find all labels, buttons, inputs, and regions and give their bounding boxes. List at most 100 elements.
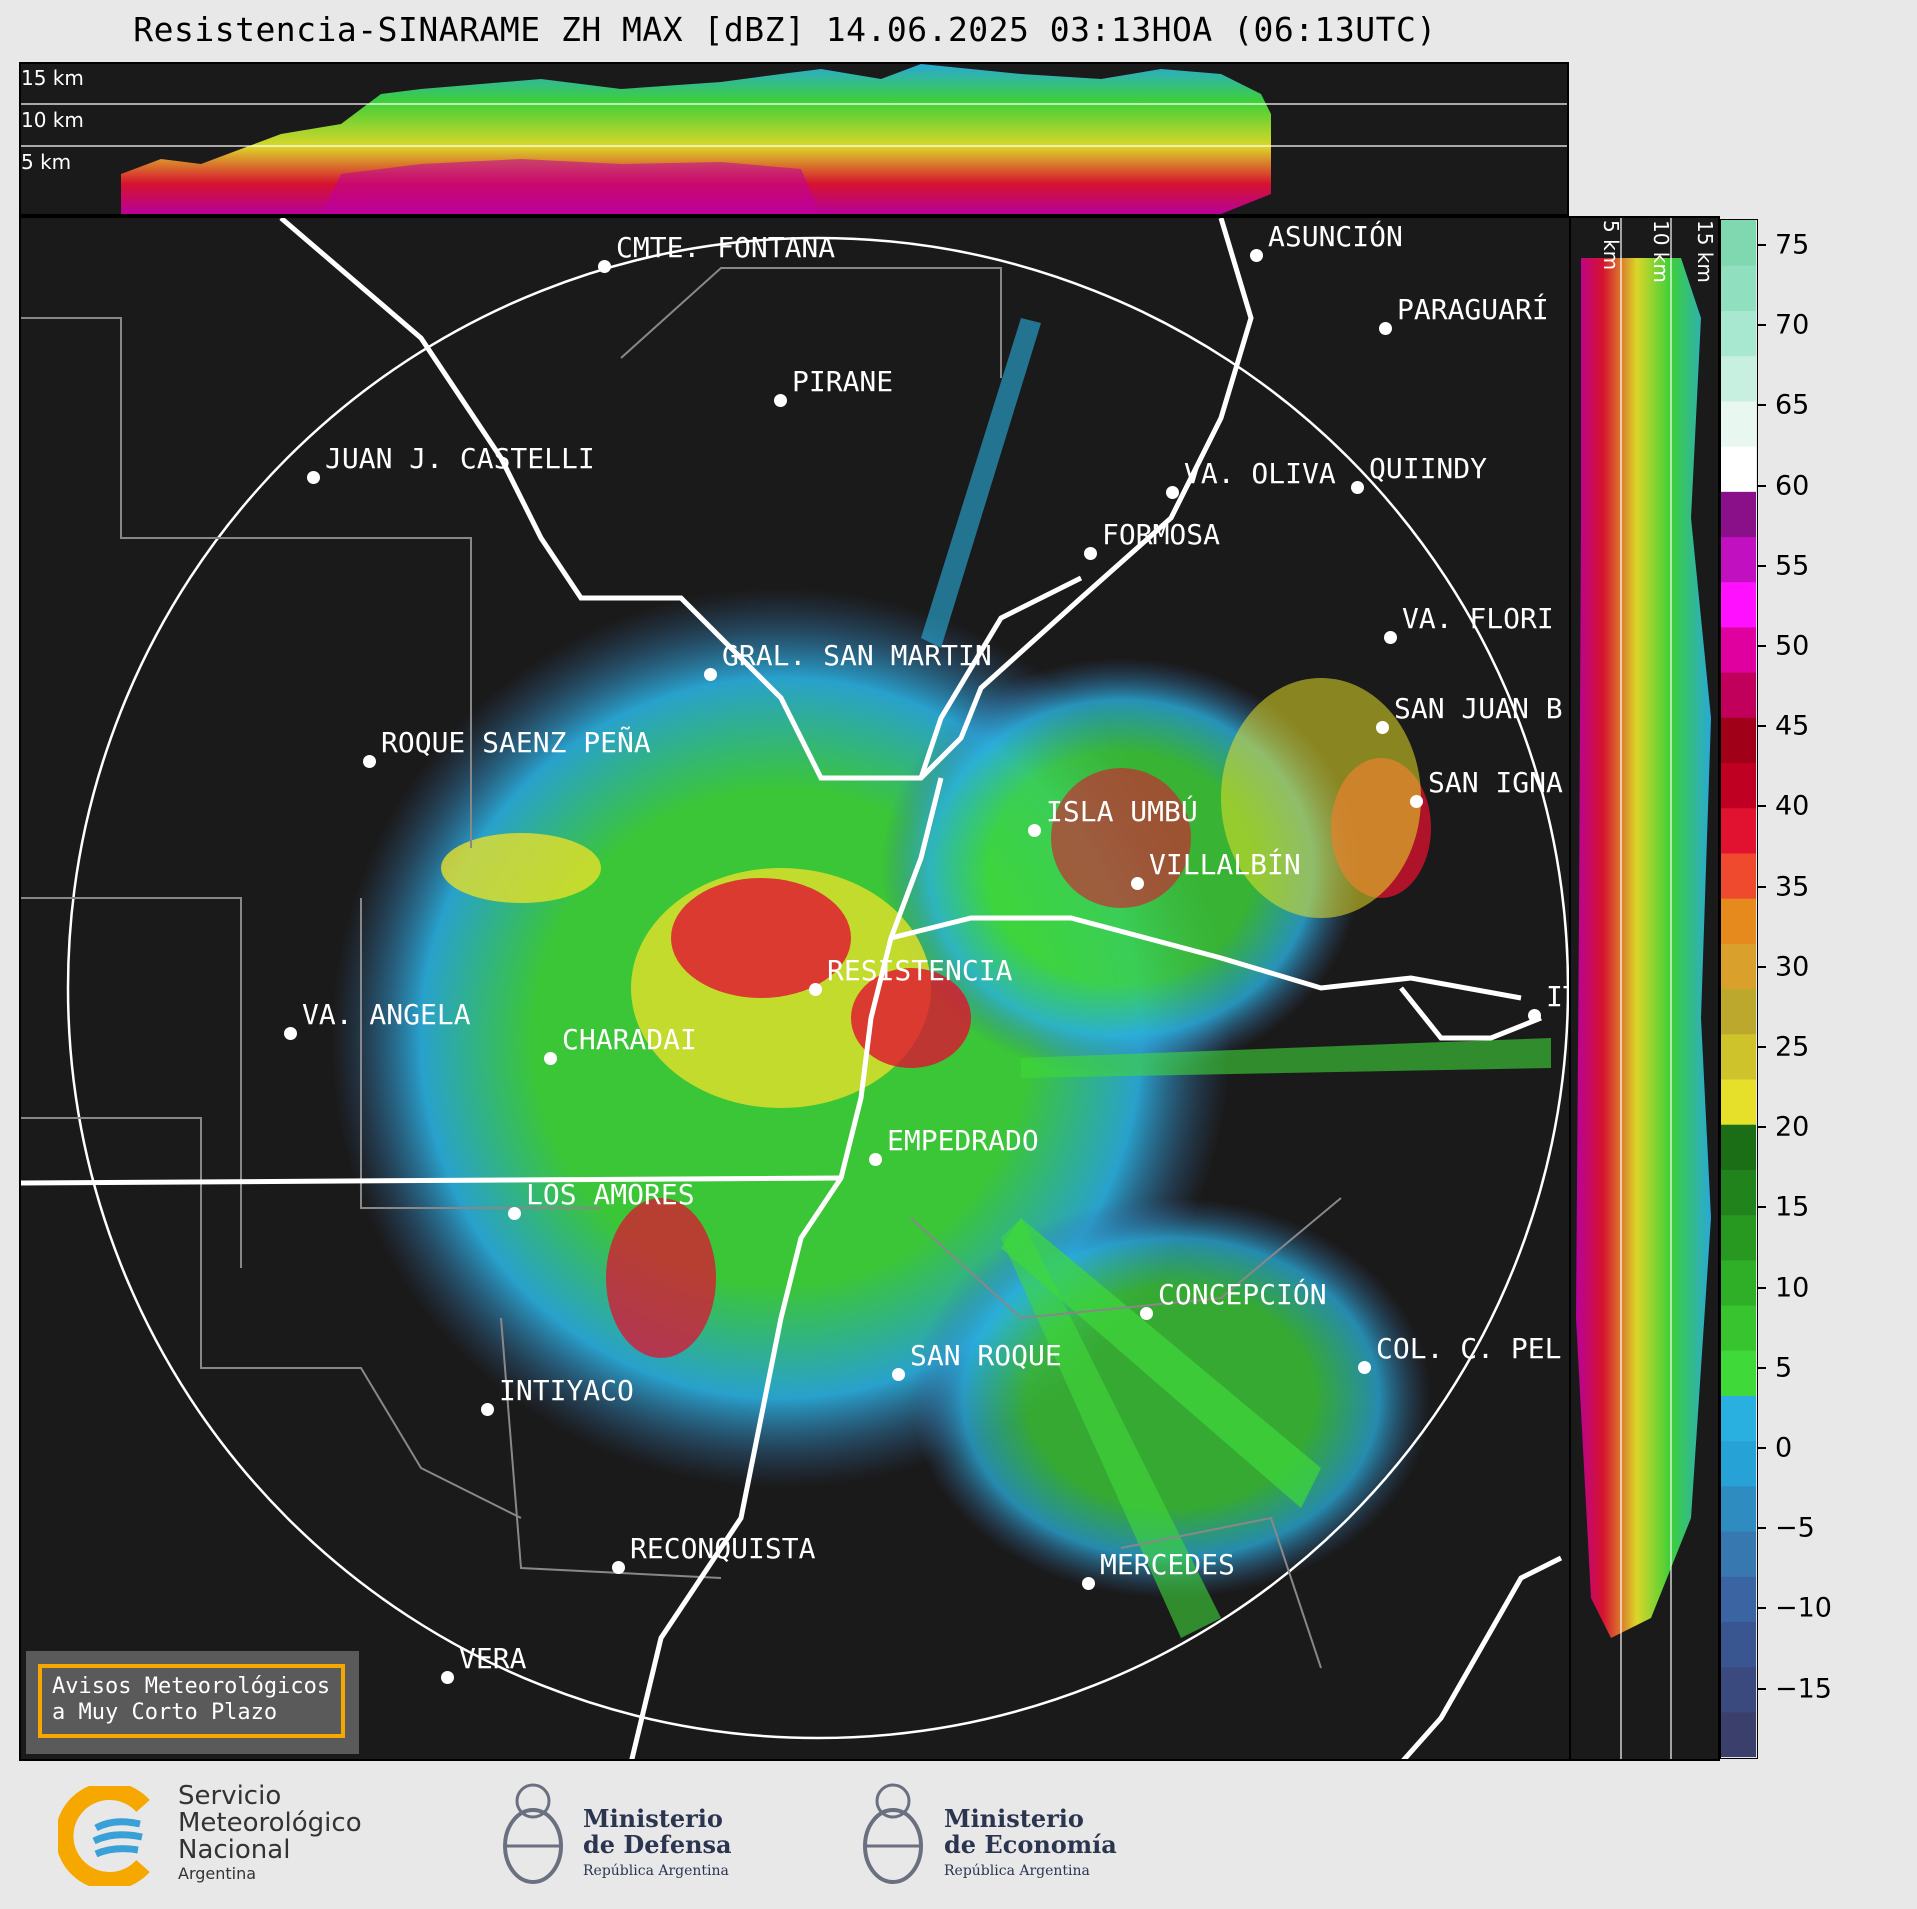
city-label: PARAGUARÍ: [1397, 293, 1549, 326]
colorbar-swatch: [1721, 762, 1756, 809]
city-dot: [774, 394, 787, 407]
top-km-label-15: 15 km: [21, 66, 84, 90]
smn-line-4: Argentina: [178, 1864, 257, 1883]
smn-emblem-icon: [55, 1782, 150, 1890]
city-dot: [481, 1403, 494, 1416]
colorbar-swatches: [1721, 220, 1756, 1758]
city-label: CHARADAI: [562, 1023, 697, 1056]
city-label: RESISTENCIA: [827, 954, 1013, 987]
colorbar-tick-label: 75: [1775, 229, 1810, 261]
city-dot: [1358, 1361, 1371, 1374]
city-dot: [1250, 249, 1263, 262]
colorbar-tick-label: 45: [1775, 710, 1810, 742]
colorbar-swatch: [1721, 220, 1756, 266]
colorbar-swatch: [1721, 265, 1756, 312]
colorbar-tick-label: 20: [1775, 1111, 1810, 1143]
city-label: EMPEDRADO: [887, 1124, 1039, 1157]
city-label: SAN IGNA: [1428, 766, 1563, 799]
colorbar-swatch: [1721, 1259, 1756, 1306]
notice-box[interactable]: Avisos Meteorológicos a Muy Corto Plazo: [26, 1651, 359, 1754]
notice-border: Avisos Meteorológicos a Muy Corto Plazo: [38, 1664, 345, 1738]
colorbar-tick-label: 10: [1775, 1272, 1810, 1304]
right-cross-section-echoes: [1576, 218, 1711, 1759]
colorbar-tick-mark: [1758, 885, 1766, 888]
colorbar-swatch: [1721, 1350, 1756, 1396]
colorbar-swatch: [1721, 1033, 1756, 1080]
city-dot: [892, 1368, 905, 1381]
radar-map-canvas: [21, 218, 1569, 1759]
colorbar-tick-mark: [1758, 1527, 1766, 1530]
city-dot: [1166, 486, 1179, 499]
city-label: ROQUE SAENZ PEÑA: [381, 726, 651, 759]
radar-echoes: [331, 318, 1551, 1638]
colorbar-swatch: [1721, 1214, 1756, 1261]
colorbar-tick-mark: [1758, 324, 1766, 327]
colorbar-swatch: [1721, 943, 1756, 990]
colorbar-swatch: [1721, 1621, 1756, 1668]
top-km-label-5: 5 km: [21, 150, 72, 174]
colorbar-swatch: [1721, 1576, 1756, 1622]
colorbar-tick-label: 70: [1775, 309, 1810, 341]
defensa-line-1: Ministerio: [583, 1804, 723, 1833]
colorbar-swatch: [1721, 1078, 1756, 1125]
colorbar-swatch: [1721, 310, 1756, 357]
chart-title: Resistencia-SINARAME ZH MAX [dBZ] 14.06.…: [133, 10, 1437, 49]
city-label: QUIINDY: [1369, 452, 1488, 485]
city-dot: [363, 755, 376, 768]
colorbar-swatch: [1721, 672, 1756, 718]
dbz-colorbar: [1720, 219, 1758, 1759]
defensa-logo: [493, 1776, 573, 1896]
colorbar-tick-label: 60: [1775, 470, 1810, 502]
city-label: INTIYACO: [499, 1374, 634, 1407]
colorbar-swatch: [1721, 491, 1756, 538]
defensa-line-2: de Defensa: [583, 1830, 732, 1859]
city-dot: [869, 1153, 882, 1166]
city-label: FORMOSA: [1102, 518, 1221, 551]
top-cross-section-panel: 15 km 10 km 5 km: [19, 62, 1569, 216]
colorbar-swatch: [1721, 988, 1756, 1035]
colorbar-tick-mark: [1758, 484, 1766, 487]
colorbar-tick-label: 5: [1775, 1352, 1793, 1384]
colorbar-swatch: [1721, 1666, 1756, 1713]
colorbar-tick-label: −15: [1775, 1673, 1832, 1705]
city-label: LOS AMORES: [526, 1178, 695, 1211]
city-dot: [508, 1207, 521, 1220]
city-dot: [307, 471, 320, 484]
footer: Servicio Meteorológico Nacional Argentin…: [0, 1761, 1917, 1909]
colorbar-tick-mark: [1758, 805, 1766, 808]
colorbar-tick-label: 55: [1775, 550, 1810, 582]
colorbar-swatch: [1721, 400, 1756, 447]
city-dot: [1351, 481, 1364, 494]
colorbar-tick-mark: [1758, 1126, 1766, 1129]
colorbar-tick-label: 65: [1775, 389, 1810, 421]
city-dot: [1384, 631, 1397, 644]
city-label: SAN ROQUE: [910, 1339, 1062, 1372]
city-dot: [544, 1052, 557, 1065]
city-label: PIRANE: [792, 365, 894, 398]
colorbar-swatch: [1721, 717, 1756, 764]
smn-logo: [55, 1782, 158, 1890]
economia-name: Ministerio de Economía: [944, 1806, 1117, 1858]
colorbar-tick-label: 30: [1775, 951, 1810, 983]
city-dot: [704, 668, 717, 681]
smn-line-2: Meteorológico: [178, 1808, 362, 1838]
colorbar-tick-mark: [1758, 1447, 1766, 1449]
rivers: [21, 218, 1563, 1759]
city-label: RECONQUISTA: [630, 1532, 816, 1565]
defensa-line-3: República Argentina: [583, 1863, 729, 1879]
colorbar-tick-mark: [1758, 404, 1766, 407]
city-label: VILLALBÍN: [1149, 848, 1301, 881]
city-dot: [1376, 721, 1389, 734]
colorbar-tick-mark: [1758, 1046, 1766, 1048]
city-dot: [1131, 877, 1144, 890]
colorbar-tick-label: −10: [1775, 1592, 1832, 1624]
notice-line-2: a Muy Corto Plazo: [52, 1700, 278, 1725]
colorbar-swatch: [1721, 581, 1756, 628]
city-dot: [598, 260, 611, 273]
right-km-label-10: 10 km: [1649, 220, 1673, 283]
city-label: ASUNCIÓN: [1268, 220, 1403, 253]
city-dot: [1410, 795, 1423, 808]
colorbar-swatch: [1721, 1169, 1756, 1216]
city-dot: [441, 1671, 454, 1684]
city-label: JUAN J. CASTELLI: [325, 442, 595, 475]
